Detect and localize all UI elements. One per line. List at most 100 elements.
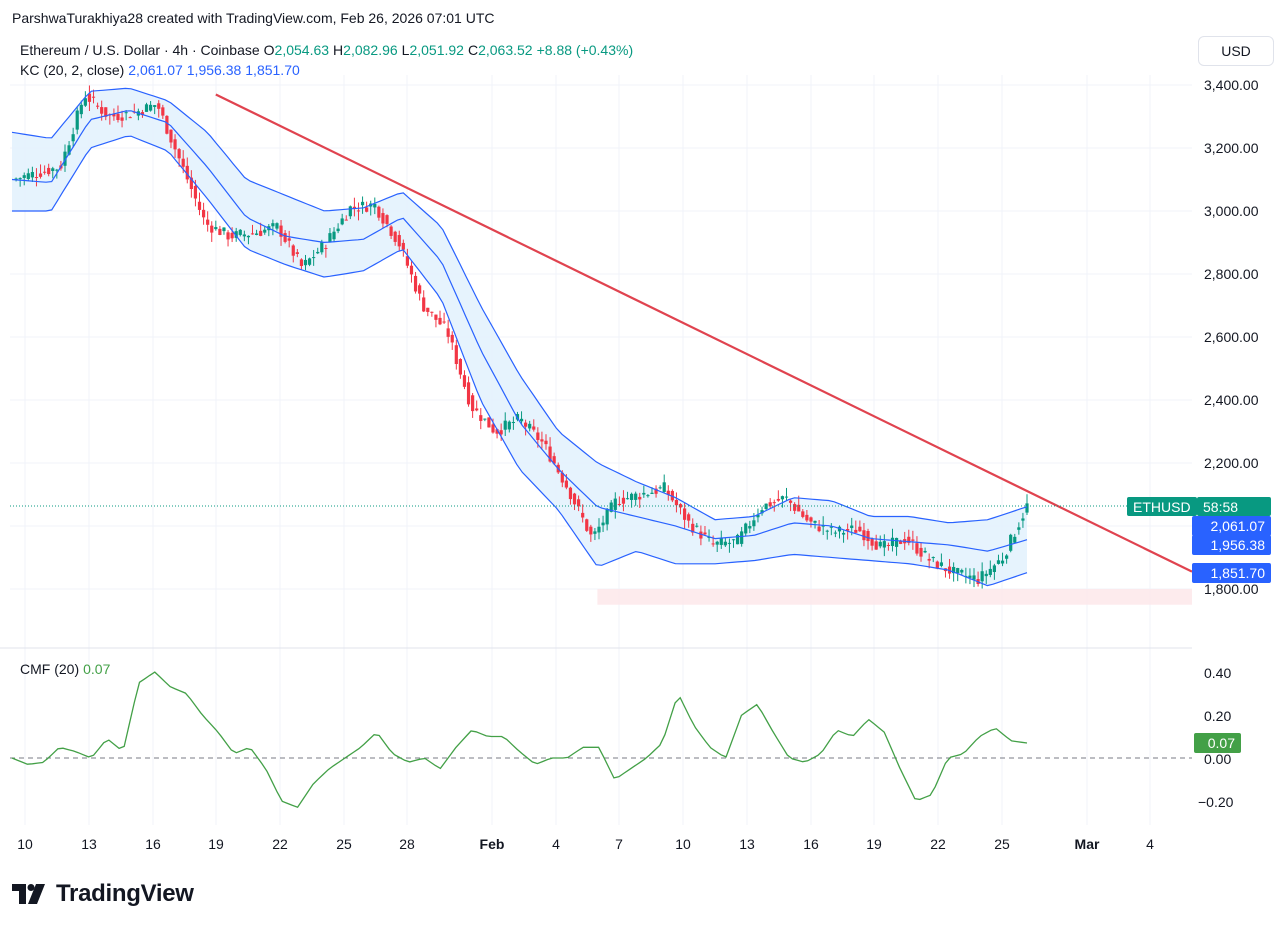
candle-body — [609, 502, 613, 512]
candle — [79, 100, 83, 119]
candle-body — [960, 569, 964, 573]
cmf-legend[interactable]: CMF (20) 0.07 — [20, 661, 114, 677]
candle-body — [919, 547, 923, 557]
candle-body — [230, 232, 234, 239]
candle — [71, 127, 75, 148]
candle-body — [324, 247, 328, 249]
candle — [30, 166, 34, 183]
candle — [744, 522, 748, 537]
x-axis-label: 22 — [930, 836, 946, 852]
kc-legend[interactable]: KC (20, 2, close) 2,061.07 1,956.38 1,851.7… — [20, 62, 304, 78]
candle — [931, 556, 935, 563]
candle — [646, 494, 650, 498]
candle-body — [254, 233, 259, 235]
candle — [695, 522, 699, 528]
candle — [144, 102, 149, 112]
candle-body — [405, 256, 410, 266]
tradingview-logo[interactable]: TradingView — [12, 880, 194, 908]
candle — [409, 261, 414, 283]
candle — [581, 504, 585, 523]
candle-body — [801, 511, 805, 517]
candle-body — [992, 565, 996, 573]
candle — [254, 229, 259, 236]
candle — [104, 107, 108, 121]
keltner-middle-line — [11, 110, 1028, 552]
candle — [250, 224, 255, 235]
candle — [1017, 522, 1021, 535]
candle-body — [972, 575, 976, 580]
candle — [487, 417, 491, 428]
candle-body — [226, 232, 230, 240]
candle-body — [389, 226, 393, 236]
candle-body — [899, 540, 903, 544]
candle — [699, 525, 703, 546]
candle-body — [316, 251, 320, 254]
candle-body — [911, 539, 915, 541]
candle-body — [593, 531, 597, 534]
candle — [528, 420, 532, 432]
candle — [532, 419, 536, 432]
candle-body — [458, 359, 462, 375]
candle-body — [185, 165, 189, 180]
candle — [393, 230, 397, 246]
candle — [617, 496, 621, 507]
candle — [165, 115, 169, 135]
candle-body — [47, 167, 51, 175]
candle-body — [548, 446, 552, 462]
candle — [727, 538, 732, 553]
candle-body — [629, 493, 634, 500]
candle-body — [307, 258, 312, 265]
candle-body — [434, 314, 438, 320]
candle — [63, 144, 67, 172]
candle — [956, 567, 960, 582]
candle — [75, 106, 79, 135]
cmf-axis-label: 0.00 — [1204, 751, 1232, 767]
candle-body — [793, 504, 797, 511]
candle — [112, 108, 116, 121]
candle-body — [935, 561, 939, 569]
candle-body — [532, 426, 536, 430]
candle-body — [430, 311, 434, 313]
candle — [283, 230, 287, 244]
candle-body — [14, 178, 18, 180]
candle — [1013, 533, 1017, 544]
candle-body — [381, 213, 385, 224]
candle-body — [666, 490, 670, 495]
candle — [568, 486, 573, 505]
candle-body — [524, 422, 528, 427]
candle-body — [210, 225, 214, 233]
candle — [148, 101, 153, 112]
open-value: 2,054.63 — [274, 42, 330, 58]
currency-button[interactable]: USD — [1198, 36, 1274, 66]
candle-body — [597, 526, 601, 533]
cmf-axis-label: 0.20 — [1204, 708, 1232, 724]
candle — [328, 228, 332, 243]
candle — [577, 495, 581, 512]
candle-body — [605, 508, 609, 525]
candle-body — [124, 112, 128, 114]
candle-body — [748, 526, 752, 529]
x-axis-label: 19 — [208, 836, 224, 852]
candle — [483, 418, 487, 422]
candle-body — [1013, 536, 1017, 543]
candle — [47, 163, 51, 177]
candle — [430, 311, 434, 317]
candle — [854, 520, 858, 533]
symbol-tag-label: ETHUSD — [1133, 498, 1191, 515]
high-label: H — [333, 42, 344, 58]
candle-body — [731, 539, 736, 541]
candle — [707, 529, 711, 542]
x-axis-label: 10 — [675, 836, 691, 852]
candle — [377, 205, 381, 221]
candle — [519, 411, 524, 425]
kc-upper-value: 2,061.07 — [128, 62, 183, 78]
candle-body — [927, 558, 931, 561]
symbol-legend[interactable]: Ethereum / U.S. Dollar · 4h · Coinbase O2… — [20, 42, 637, 58]
candle — [218, 225, 222, 236]
candle — [984, 570, 988, 584]
candle — [784, 487, 789, 501]
candle-body — [328, 233, 332, 243]
candle-body — [544, 440, 548, 445]
candle-body — [642, 492, 646, 495]
